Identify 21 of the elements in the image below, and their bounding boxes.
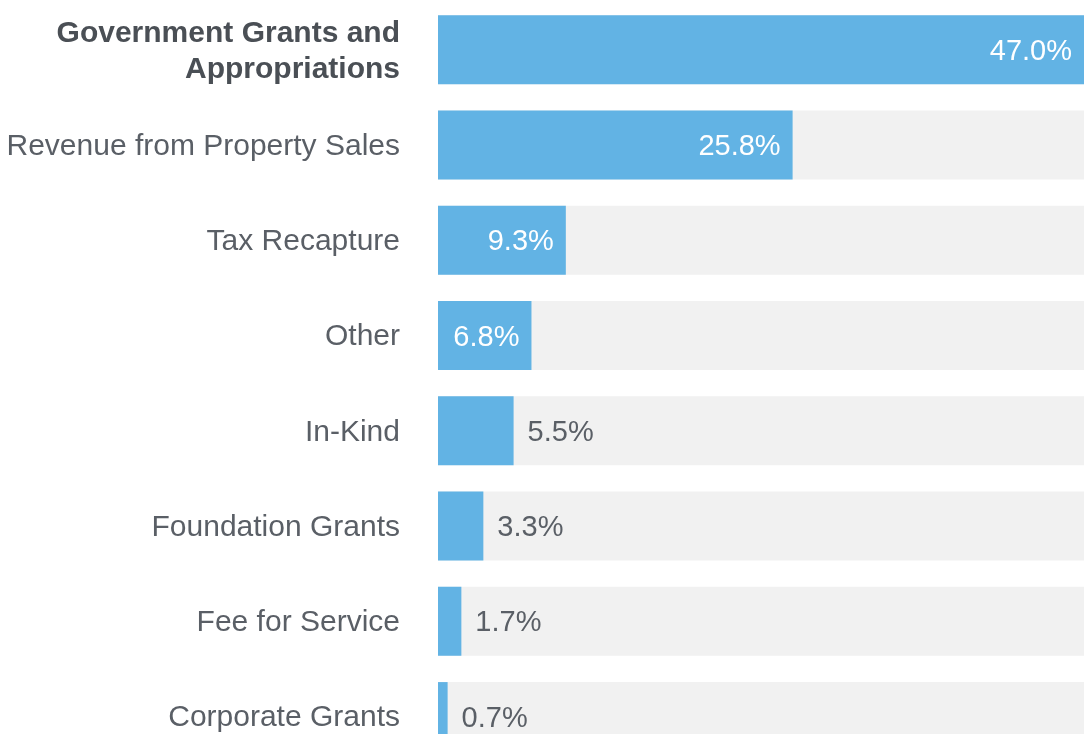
data-label: 0.7% (461, 700, 528, 733)
y-tick-label: Corporate Grants (168, 699, 400, 733)
data-label: 3.3% (497, 510, 564, 543)
data-label: 6.8% (453, 319, 520, 352)
bar (438, 396, 514, 466)
y-tick-label: Other (324, 318, 401, 352)
bar (438, 491, 484, 561)
y-tick-label: Foundation Grants (151, 508, 400, 542)
y-tick-label: In-Kind (304, 413, 400, 447)
y-tick-label: Tax Recapture (206, 223, 400, 257)
bar (438, 301, 532, 371)
y-tick-label: Revenue from Property Sales (6, 127, 400, 161)
y-tick-label: Fee for Service (196, 604, 400, 638)
data-label: 9.3% (487, 224, 554, 257)
data-label: 5.5% (527, 414, 594, 447)
data-label: 25.8% (698, 129, 781, 162)
bar (438, 586, 462, 656)
bar (438, 205, 566, 275)
data-label: 47.0% (989, 33, 1072, 66)
data-label: 1.7% (475, 605, 542, 638)
y-tick-label: Government Grants and Appropriations (56, 14, 400, 84)
